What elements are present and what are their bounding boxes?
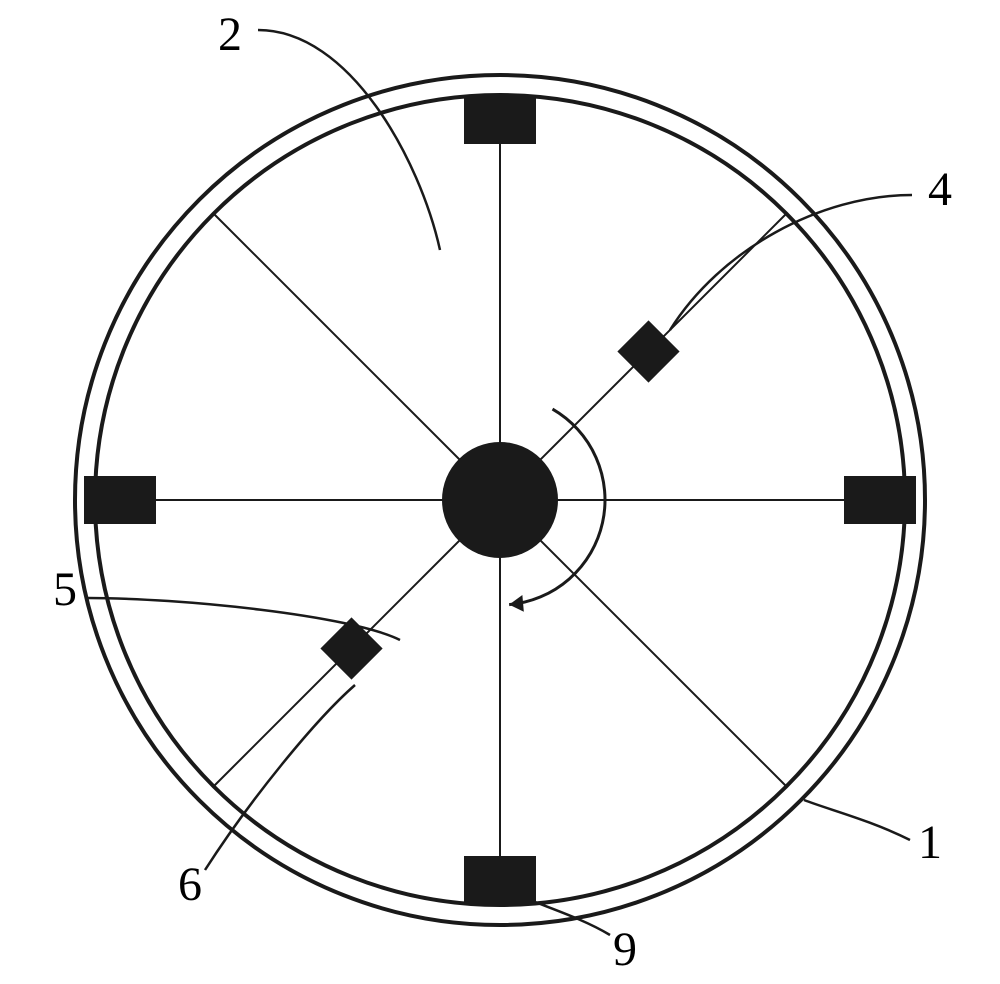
outer-block: [464, 856, 536, 904]
callout-label: 5: [53, 563, 77, 616]
callout-label: 9: [613, 923, 637, 976]
hub: [442, 442, 558, 558]
outer-block: [844, 476, 916, 524]
callout-label: 4: [928, 163, 952, 216]
callout-label: 6: [178, 858, 202, 911]
outer-block: [464, 96, 536, 144]
outer-block: [84, 476, 156, 524]
callout-label: 2: [218, 8, 242, 61]
callout-label: 1: [918, 816, 942, 869]
